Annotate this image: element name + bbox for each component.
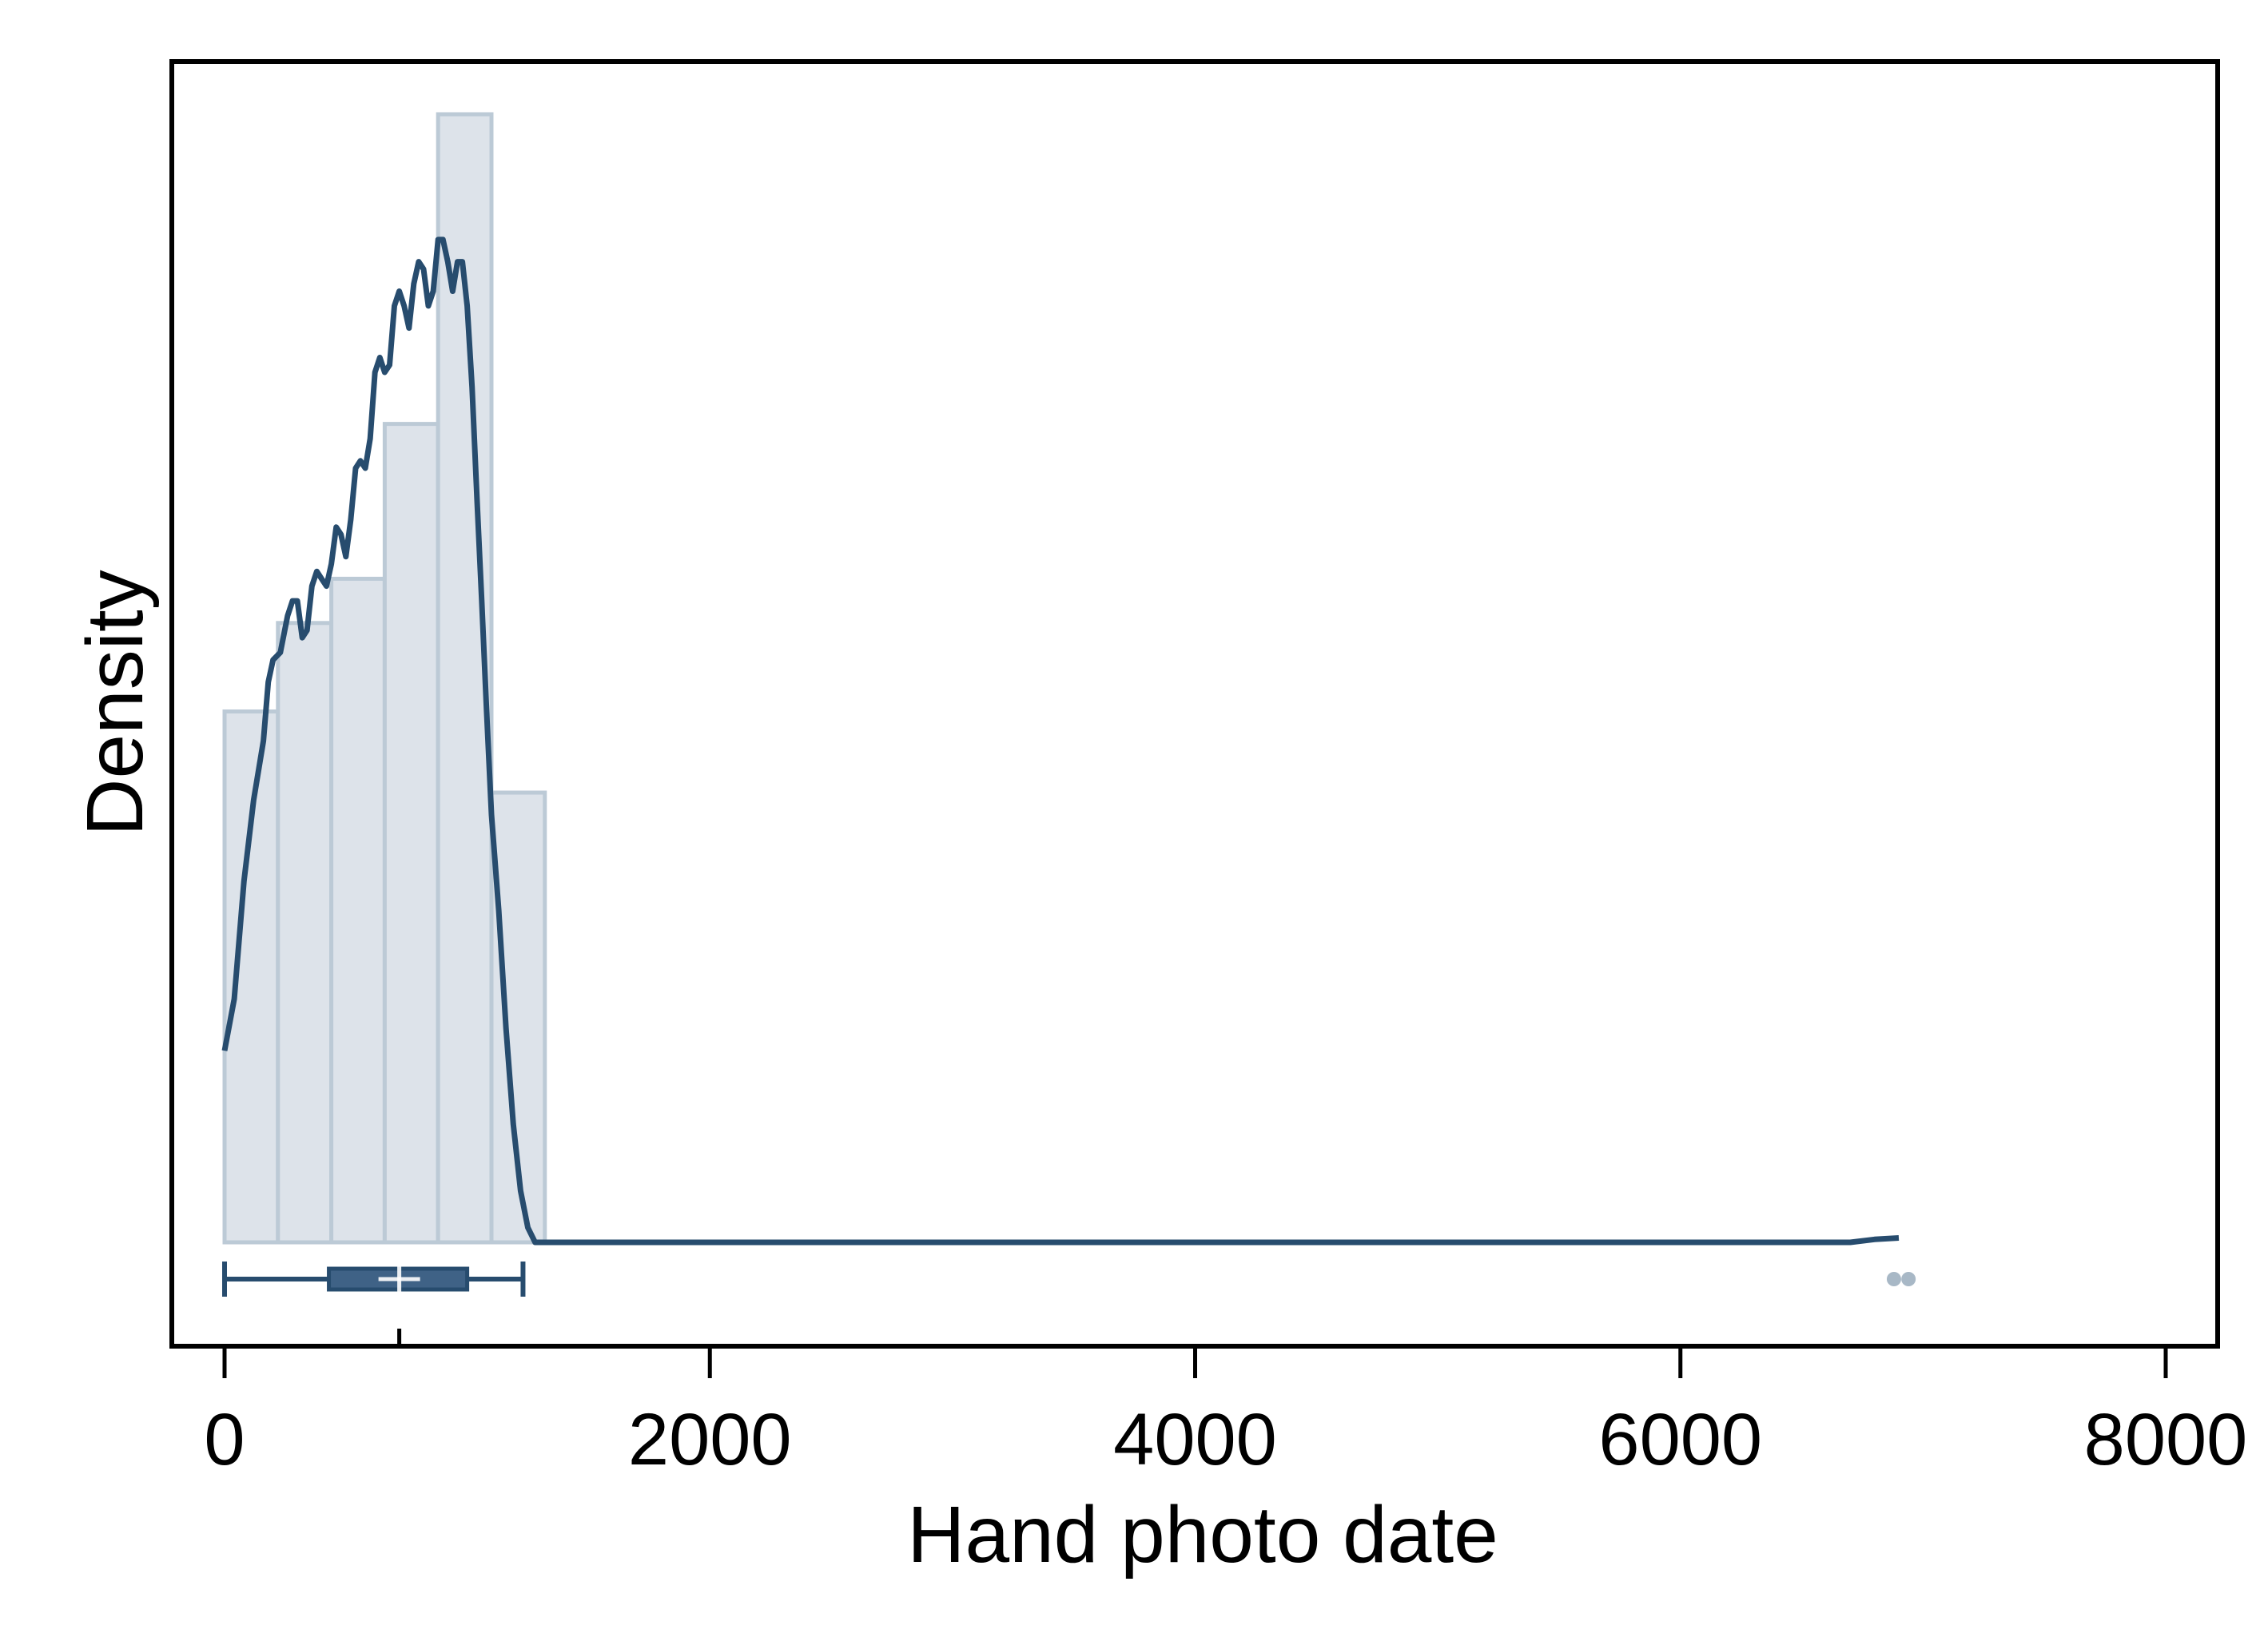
histogram-bar bbox=[276, 621, 334, 1245]
x-axis-title: Hand photo date bbox=[907, 1490, 1498, 1579]
x-axis: 0 2000 4000 6000 8000 bbox=[204, 1329, 2247, 1480]
kde-line bbox=[221, 236, 1900, 1246]
x-tick-label: 2000 bbox=[628, 1399, 792, 1480]
outlier-points bbox=[1886, 1272, 1916, 1286]
outlier-point bbox=[1901, 1272, 1916, 1286]
histogram-bar bbox=[382, 422, 440, 1245]
x-tick-label: 4000 bbox=[1113, 1399, 1277, 1480]
histogram-bar bbox=[329, 576, 387, 1245]
histogram-bars bbox=[222, 112, 547, 1245]
x-tick-label: 8000 bbox=[2084, 1399, 2248, 1480]
y-axis-title: Density bbox=[70, 570, 160, 836]
x-tick-label: 0 bbox=[204, 1399, 245, 1480]
histogram-bar bbox=[222, 709, 281, 1245]
outlier-point bbox=[1886, 1272, 1901, 1286]
boxplot bbox=[222, 1262, 526, 1297]
x-tick-label: 6000 bbox=[1598, 1399, 1762, 1480]
